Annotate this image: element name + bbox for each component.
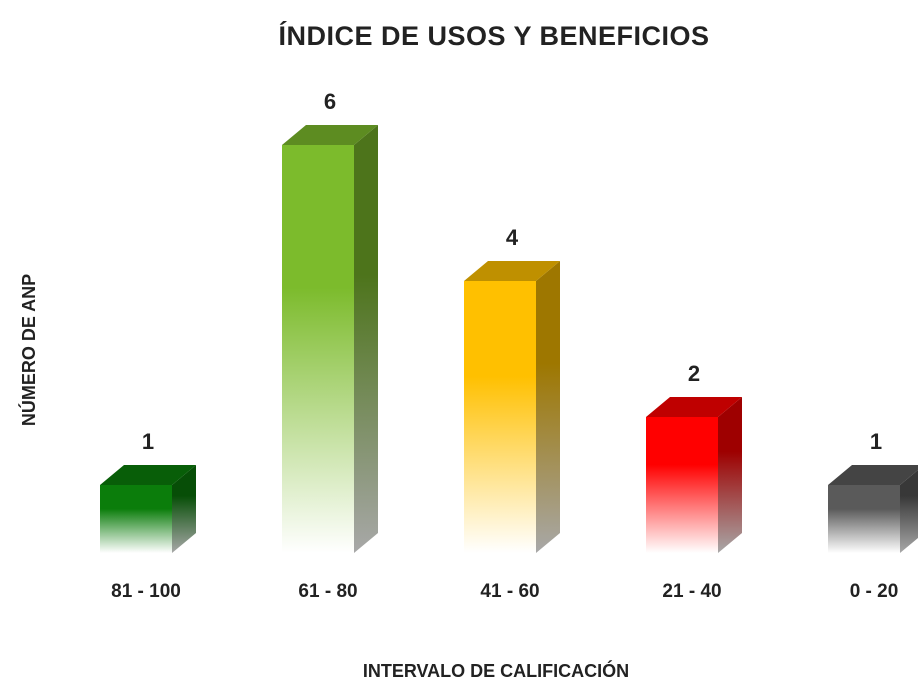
data-label: 4: [506, 225, 519, 250]
bar-side: [900, 470, 918, 553]
bar: [828, 485, 900, 553]
x-tick-label: 61 - 80: [298, 581, 357, 602]
bar: [282, 145, 354, 553]
x-tick-label: 81 - 100: [111, 581, 181, 602]
bar-top: [282, 125, 378, 145]
chart-title: ÍNDICE DE USOS Y BENEFICIOS: [278, 20, 709, 51]
x-axis-title: INTERVALO DE CALIFICACIÓN: [363, 660, 629, 681]
bar: [646, 417, 718, 553]
bar-top: [646, 397, 742, 417]
bar-side: [718, 397, 742, 553]
bar: [100, 485, 172, 553]
bar: [464, 281, 536, 553]
data-label: 1: [870, 429, 882, 454]
bar-side: [354, 125, 378, 553]
data-label: 2: [688, 361, 700, 386]
x-tick-label: 41 - 60: [480, 581, 539, 602]
bar-side: [536, 261, 560, 553]
bar-side: [172, 465, 196, 553]
y-axis-title: NÚMERO DE ANP: [18, 274, 39, 426]
bar-top: [464, 261, 560, 281]
x-tick-label: 21 - 40: [662, 581, 721, 602]
data-label: 6: [324, 89, 336, 114]
bar-top: [828, 465, 918, 485]
data-label: 1: [142, 429, 154, 454]
bar-top: [100, 465, 196, 485]
x-tick-label: 0 - 20: [850, 581, 899, 602]
